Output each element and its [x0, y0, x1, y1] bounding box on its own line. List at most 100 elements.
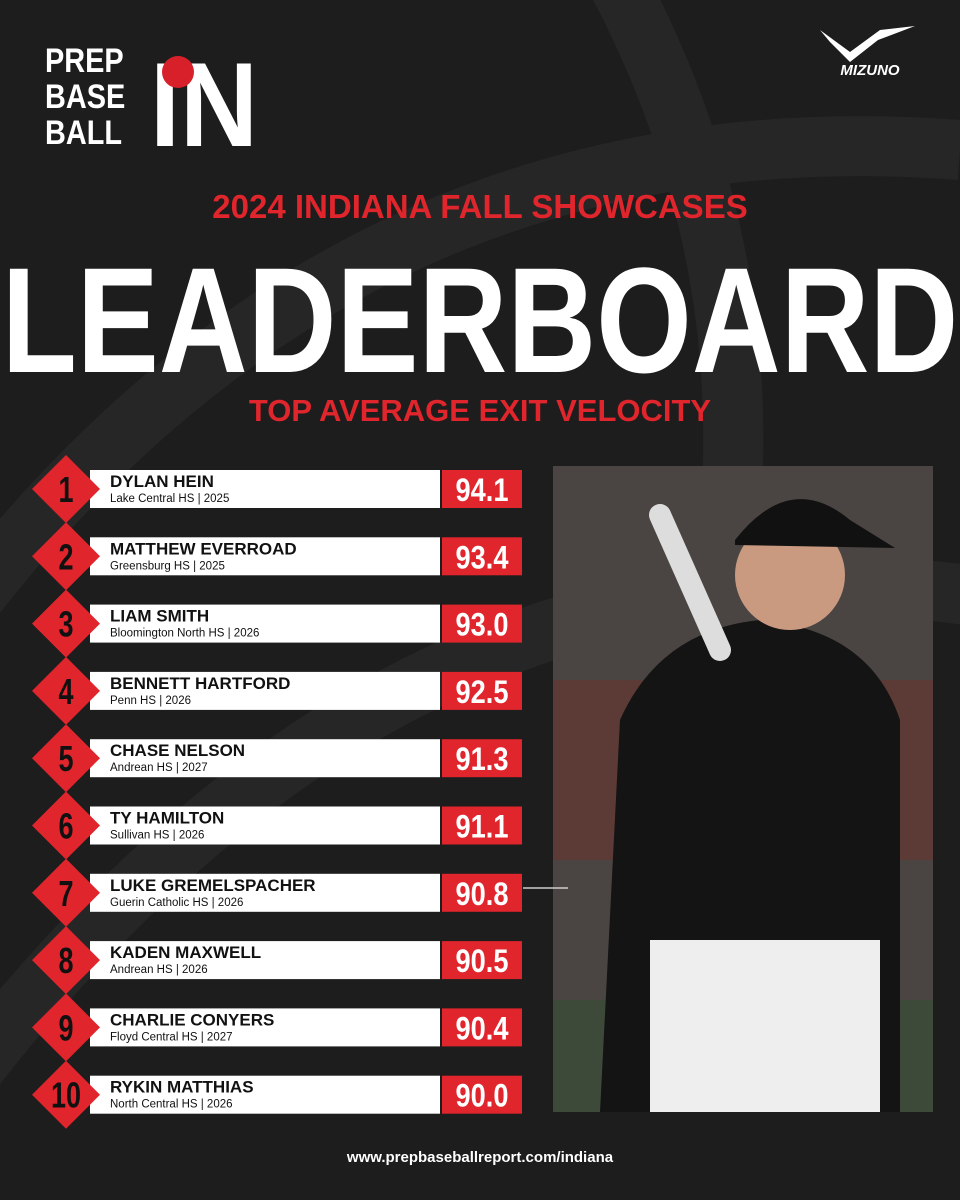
name-bar — [90, 873, 440, 912]
rank-diamond — [32, 791, 100, 860]
leaderboard-row: 9 CHARLIE CONYERS Floyd Central HS | 2027 9… — [32, 993, 522, 1062]
leaderboard-row: 3 LIAM SMITH Bloomington North HS | 2026 93… — [32, 589, 522, 658]
player-name: MATTHEW EVERROAD — [110, 539, 297, 558]
exit-velocity: 91.3 — [456, 742, 509, 778]
rank: 8 — [58, 940, 73, 981]
logo-line: PREP — [45, 41, 124, 80]
name-bar — [90, 537, 440, 576]
player-name: LUKE GREMELSPACHER — [110, 876, 316, 895]
leaderboard-row: 6 TY HAMILTON Sullivan HS | 2026 91.1 — [32, 791, 522, 860]
value-box — [442, 1075, 522, 1114]
player-detail: Penn HS | 2026 — [110, 695, 191, 707]
name-bar — [90, 671, 440, 710]
rank-diamond — [32, 656, 100, 725]
player-name: KADEN MAXWELL — [110, 943, 261, 962]
logo-ball — [162, 56, 194, 88]
leaderboard-row: 8 KADEN MAXWELL Andrean HS | 2026 90.5 — [32, 926, 522, 995]
rank: 6 — [58, 806, 73, 847]
metric-title: TOP AVERAGE EXIT VELOCITY — [249, 393, 712, 428]
rank: 4 — [58, 671, 73, 712]
player-detail: Lake Central HS | 2025 — [110, 493, 229, 505]
player-detail: North Central HS | 2026 — [110, 1099, 233, 1111]
exit-velocity: 90.4 — [456, 1011, 509, 1047]
logo-line: BASE — [45, 77, 125, 116]
value-box — [442, 1008, 522, 1047]
player-name: TY HAMILTON — [110, 809, 224, 828]
player-name: RYKIN MATTHIAS — [110, 1078, 254, 1097]
name-bar — [90, 806, 440, 845]
sponsor-logo: MIZUNO — [820, 26, 915, 79]
player-cap — [735, 499, 895, 548]
title: LEADERBOARD — [2, 237, 959, 404]
name-bar — [90, 941, 440, 980]
value-box — [442, 537, 522, 576]
player-photo — [553, 466, 933, 1112]
rank-diamond — [32, 1060, 100, 1129]
leaderboard-row: 7 LUKE GREMELSPACHER Guerin Catholic HS | … — [32, 858, 522, 927]
exit-velocity: 93.0 — [456, 608, 509, 644]
exit-velocity: 90.8 — [456, 877, 509, 913]
player-detail: Floyd Central HS | 2027 — [110, 1031, 233, 1043]
rank-diamond — [32, 724, 100, 793]
value-box — [442, 941, 522, 980]
value-box — [442, 470, 522, 508]
value-box — [442, 739, 522, 778]
player-name: BENNETT HARTFORD — [110, 674, 290, 693]
logo: PREP BASE BALL IN — [45, 39, 258, 172]
leaderboard-row: 2 MATTHEW EVERROAD Greensburg HS | 2025 93.… — [32, 522, 522, 591]
rank: 7 — [58, 873, 73, 914]
player-detail: Sullivan HS | 2026 — [110, 830, 204, 842]
player-detail: Guerin Catholic HS | 2026 — [110, 897, 243, 909]
name-bar — [90, 1008, 440, 1047]
exit-velocity: 94.1 — [456, 473, 509, 509]
name-bar — [90, 470, 440, 508]
leaderboard: 1 DYLAN HEIN Lake Central HS | 2025 94.1 2 MA… — [32, 455, 522, 1129]
rank: 10 — [51, 1075, 81, 1116]
player-name: CHASE NELSON — [110, 741, 245, 760]
player-detail: Andrean HS | 2027 — [110, 762, 208, 774]
value-box — [442, 873, 522, 912]
value-box — [442, 604, 522, 643]
rank: 9 — [58, 1008, 73, 1049]
player-name: LIAM SMITH — [110, 607, 209, 626]
rank-diamond — [32, 589, 100, 658]
rank: 1 — [58, 469, 73, 510]
exit-velocity: 90.5 — [456, 944, 509, 980]
rank: 2 — [58, 536, 73, 577]
logo-line: BALL — [45, 113, 122, 152]
rank: 5 — [58, 738, 73, 779]
rank-diamond — [32, 993, 100, 1062]
exit-velocity: 93.4 — [456, 540, 509, 576]
rank-diamond — [32, 858, 100, 927]
subtitle: 2024 INDIANA FALL SHOWCASES — [212, 188, 747, 225]
player-name: CHARLIE CONYERS — [110, 1010, 274, 1029]
player-detail: Bloomington North HS | 2026 — [110, 628, 259, 640]
player-pants — [650, 940, 880, 1112]
value-box — [442, 806, 522, 845]
exit-velocity: 91.1 — [456, 809, 509, 845]
player-head — [735, 520, 845, 630]
exit-velocity: 90.0 — [456, 1079, 509, 1115]
player-detail: Andrean HS | 2026 — [110, 964, 208, 976]
footer-url: www.prepbaseballreport.com/indiana — [346, 1149, 614, 1166]
name-bar — [90, 604, 440, 643]
exit-velocity: 92.5 — [456, 675, 509, 711]
leaderboard-row: 1 DYLAN HEIN Lake Central HS | 2025 94.1 — [32, 455, 522, 523]
rank: 3 — [58, 604, 73, 645]
sponsor-name: MIZUNO — [840, 62, 899, 79]
player-detail: Greensburg HS | 2025 — [110, 560, 225, 572]
bat — [649, 504, 731, 661]
leaderboard-row: 10 RYKIN MATTHIAS North Central HS | 2026 9… — [32, 1060, 522, 1129]
leaderboard-row: 4 BENNETT HARTFORD Penn HS | 2026 92.5 — [32, 656, 522, 725]
leaderboard-row: 5 CHASE NELSON Andrean HS | 2027 91.3 — [32, 724, 522, 793]
name-bar — [90, 1075, 440, 1114]
rank-diamond — [32, 522, 100, 591]
logo-mark: IN — [150, 39, 258, 172]
name-bar — [90, 739, 440, 778]
value-box — [442, 671, 522, 710]
rank-diamond — [32, 926, 100, 995]
player-name: DYLAN HEIN — [110, 472, 214, 491]
rank-diamond — [32, 455, 100, 523]
